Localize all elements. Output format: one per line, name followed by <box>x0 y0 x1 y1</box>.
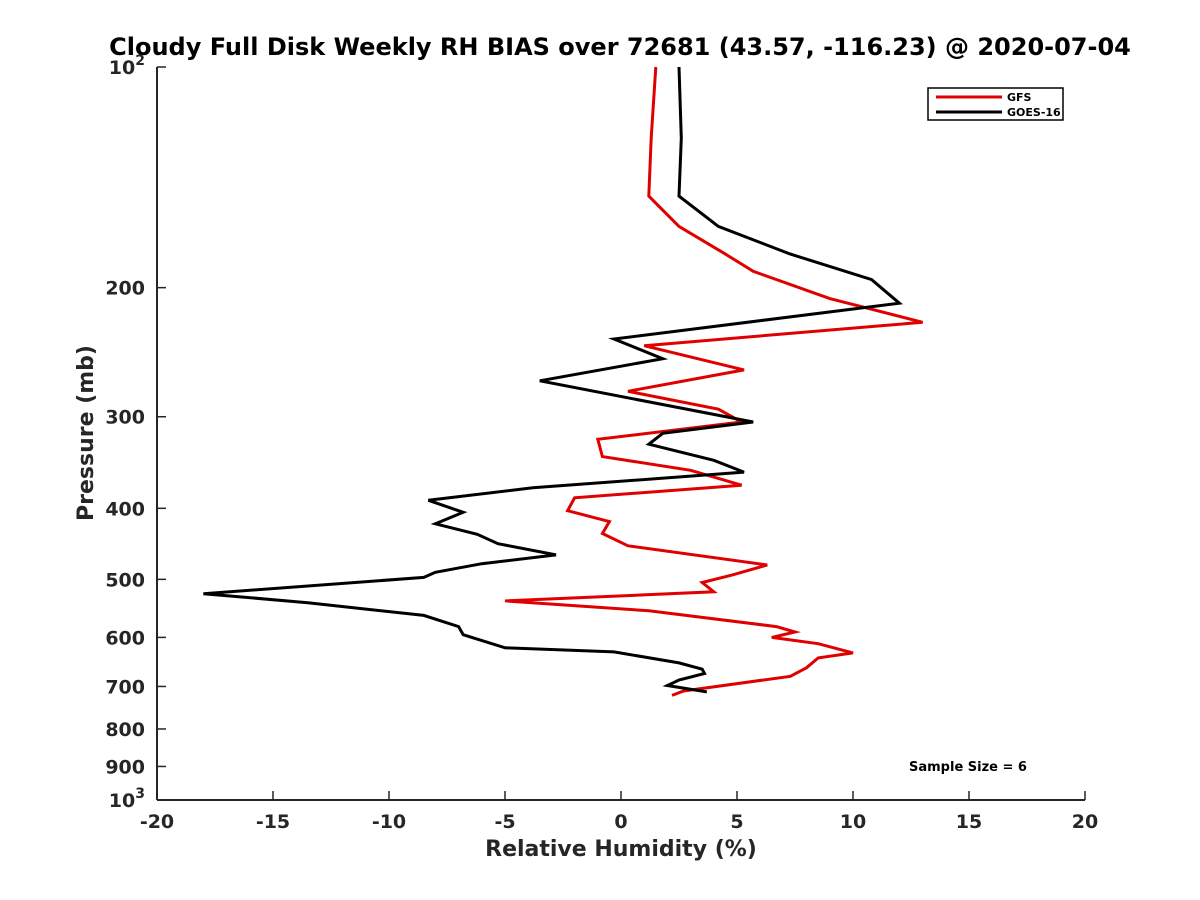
sample-size-annotation: Sample Size = 6 <box>909 760 1027 775</box>
legend-label: GOES-16 <box>1007 106 1061 119</box>
x-tick-label: 15 <box>956 811 982 833</box>
y-tick-label: 200 <box>105 278 145 300</box>
x-tick-label: -5 <box>494 811 515 833</box>
y-tick-label: 800 <box>105 719 145 741</box>
x-tick-label: 20 <box>1072 811 1098 833</box>
x-tick-label: -15 <box>256 811 290 833</box>
y-tick-label: 400 <box>105 498 145 520</box>
series-line-goes-16 <box>203 66 903 694</box>
x-axis-ticks: -20 -15 -10 -5 0 5 10 15 20 <box>140 791 1098 833</box>
x-tick-label: -10 <box>372 811 406 833</box>
y-tick-label: 300 <box>105 407 145 429</box>
y-tick-label: 900 <box>105 756 145 778</box>
x-tick-label: -20 <box>140 811 174 833</box>
series-layer <box>203 66 923 697</box>
x-tick-label: 10 <box>840 811 866 833</box>
y-tick-label: 600 <box>105 627 145 649</box>
y-tick-label: 102 <box>109 53 145 79</box>
x-tick-label: 0 <box>614 811 627 833</box>
legend: GFS GOES-16 <box>927 87 1064 121</box>
x-axis-label: Relative Humidity (%) <box>485 837 757 862</box>
legend-label: GFS <box>1007 91 1032 104</box>
legend-box <box>927 87 1064 121</box>
series-line-gfs <box>504 66 923 697</box>
x-tick-label: 5 <box>730 811 743 833</box>
y-axis-label: Pressure (mb) <box>74 345 99 521</box>
y-axis-ticks: 102 200 300 400 500 600 700 800 900 103 <box>105 53 166 812</box>
y-tick-label: 700 <box>105 676 145 698</box>
y-tick-label: 103 <box>109 786 145 812</box>
chart-title: Cloudy Full Disk Weekly RH BIAS over 726… <box>109 33 1131 61</box>
y-tick-label: 500 <box>105 569 145 591</box>
plot-area <box>156 67 1085 801</box>
